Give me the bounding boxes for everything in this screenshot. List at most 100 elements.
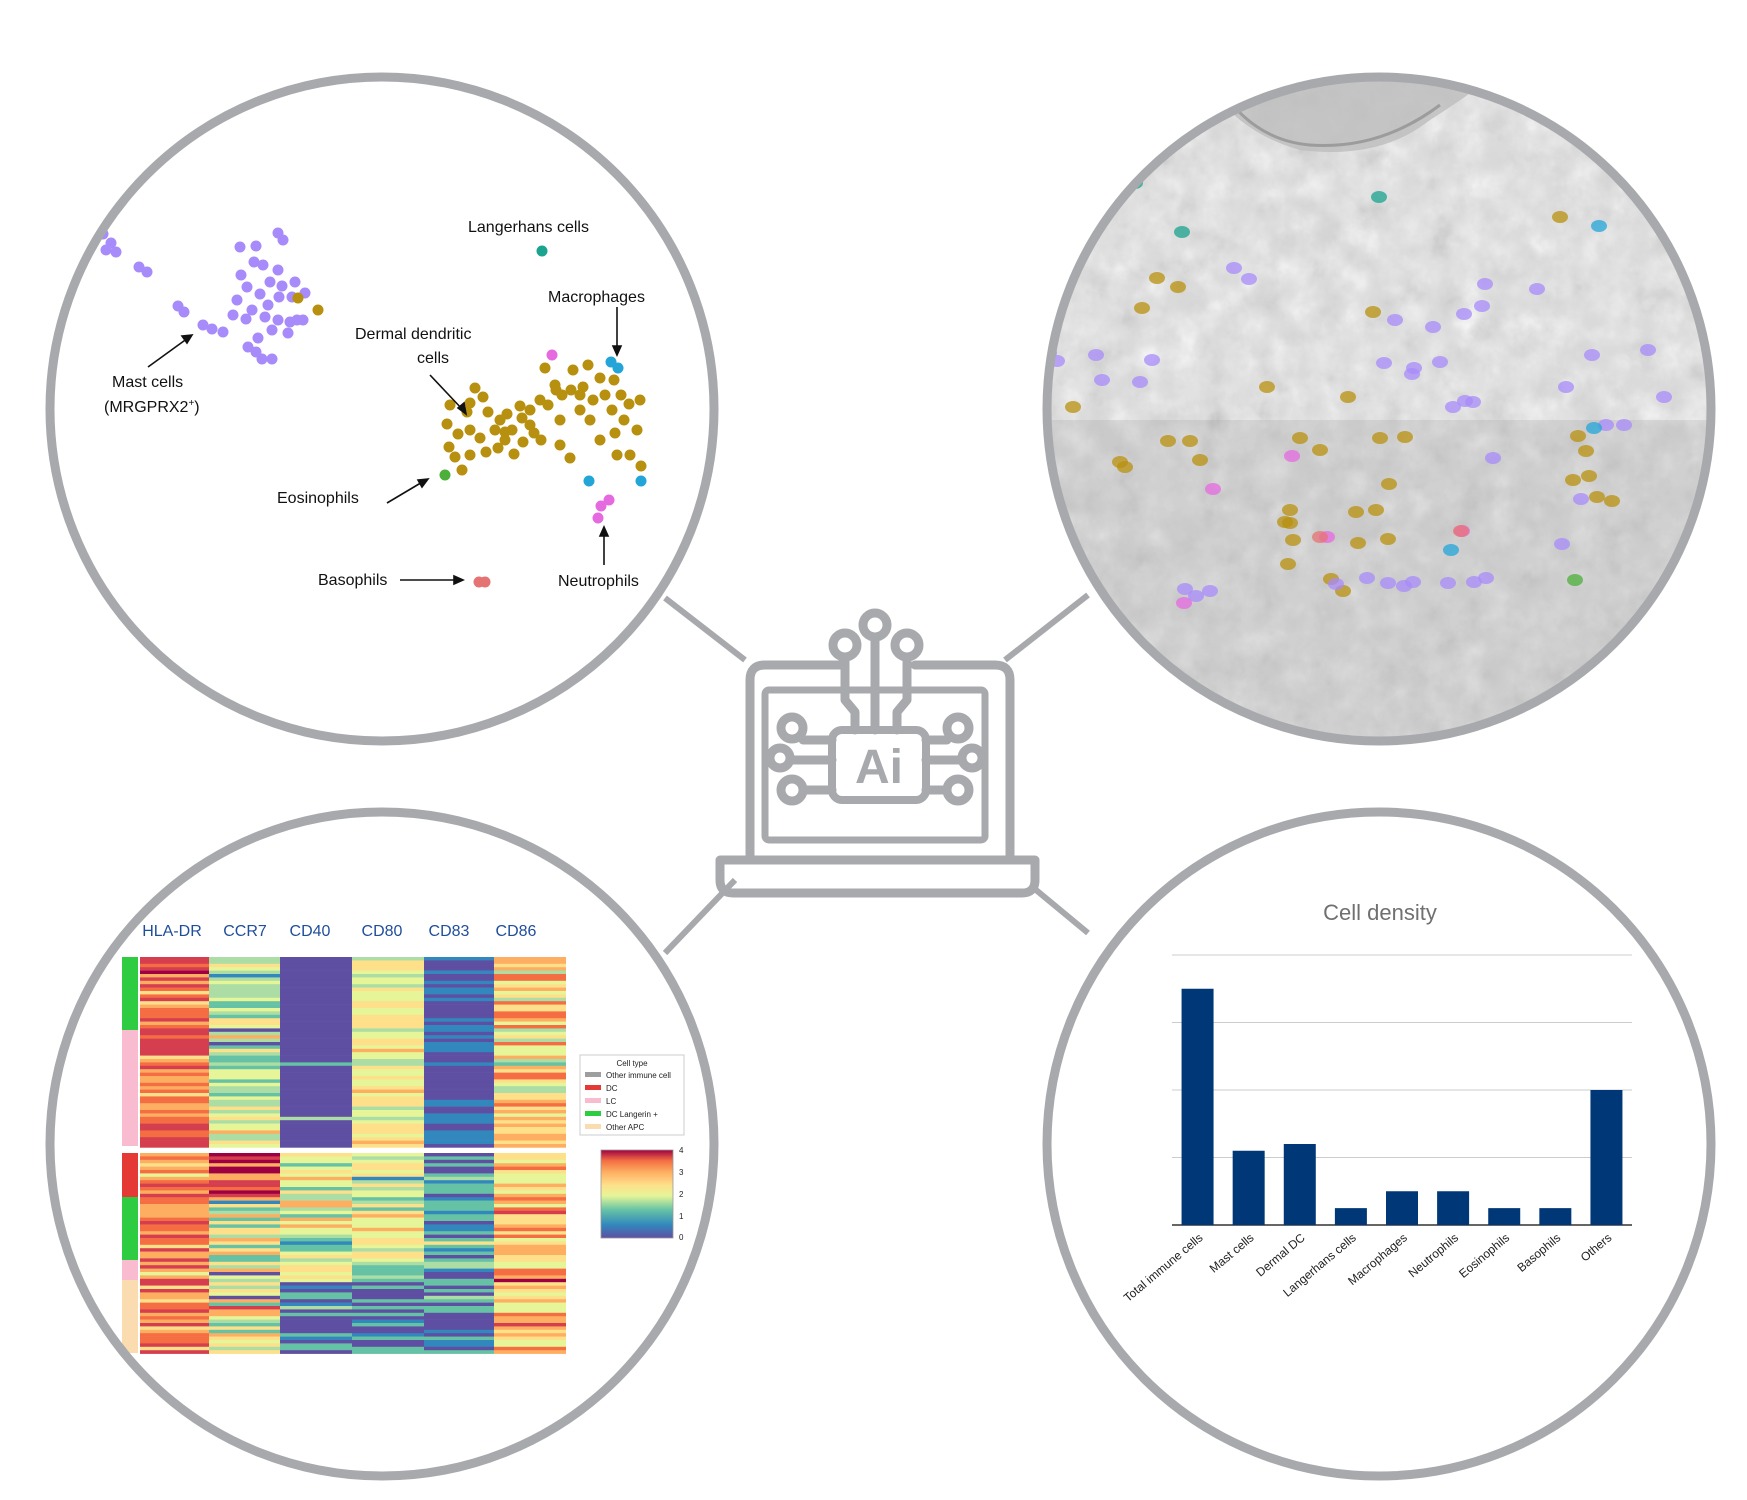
heatmap-cell bbox=[209, 1156, 280, 1161]
heatmap-cell bbox=[494, 1163, 566, 1167]
heatmap-cell bbox=[494, 1340, 566, 1344]
heatmap-cell bbox=[140, 987, 209, 992]
heatmap-cell bbox=[280, 1350, 352, 1354]
tissue-cell-dermal bbox=[1381, 478, 1397, 490]
heatmap-cell bbox=[209, 1316, 280, 1320]
tissue-cell-mast bbox=[1656, 391, 1672, 403]
heatmap-cell bbox=[280, 1340, 352, 1344]
heatmap-cell bbox=[140, 1326, 209, 1331]
dermal-dc-point bbox=[611, 449, 623, 461]
heatmap-cell bbox=[352, 1156, 424, 1161]
heatmap-cell bbox=[280, 1082, 352, 1087]
heatmap-cell bbox=[424, 1278, 494, 1283]
heatmap-cell bbox=[494, 991, 566, 995]
heatmap-cell bbox=[352, 1346, 424, 1351]
heatmap-cell bbox=[209, 1021, 280, 1026]
heatmap-cell bbox=[209, 1295, 280, 1300]
heatmap-cell bbox=[280, 1163, 352, 1167]
heatmap-cell bbox=[209, 1082, 280, 1087]
heatmap-cell bbox=[424, 1299, 494, 1303]
scatter-panel: Langerhans cells Macrophages Dermal dend… bbox=[45, 72, 719, 746]
dermal-dc-point bbox=[599, 389, 611, 401]
heatmap-cell bbox=[494, 1193, 566, 1198]
heatmap-cell bbox=[209, 1336, 280, 1341]
legend-swatch-other-apc bbox=[585, 1124, 601, 1129]
heatmap-cell bbox=[424, 1079, 494, 1084]
heatmap-cell bbox=[140, 984, 209, 988]
dermal-dc-point bbox=[489, 424, 501, 436]
mast-cell-point bbox=[235, 269, 247, 281]
heatmap-cell bbox=[209, 1312, 280, 1317]
heatmap-cell bbox=[140, 1011, 209, 1016]
heatmap-cell bbox=[494, 1299, 566, 1303]
heatmap-cell bbox=[140, 1244, 209, 1249]
heatmap-cell bbox=[280, 1014, 352, 1019]
heatmap-cell bbox=[352, 1120, 424, 1124]
heatmap-cell bbox=[140, 1200, 209, 1205]
heatmap-cell bbox=[209, 1153, 280, 1157]
heatmap-cell bbox=[140, 1079, 209, 1084]
heatmap-cell bbox=[280, 1116, 352, 1121]
arrow-macrophage-head bbox=[611, 345, 623, 357]
mast-cell-point bbox=[197, 319, 209, 331]
heatmap-cell bbox=[352, 1042, 424, 1046]
tissue-cell-mast bbox=[1477, 278, 1493, 290]
heatmap-cell bbox=[424, 1062, 494, 1067]
heatmap-cell bbox=[424, 974, 494, 978]
connectors bbox=[662, 592, 1090, 956]
heatmap-cell bbox=[140, 1299, 209, 1303]
heatmap-cell bbox=[209, 1238, 280, 1242]
heatmap-cell bbox=[352, 991, 424, 995]
heatmap-cell bbox=[140, 1193, 209, 1198]
heatmap-cell bbox=[140, 1120, 209, 1124]
mast-cell-point bbox=[266, 324, 278, 336]
langerhans-point bbox=[536, 245, 548, 257]
legend-swatch-dc-langerin bbox=[585, 1111, 601, 1116]
heatmap-cell bbox=[209, 1248, 280, 1252]
heatmap-cell bbox=[352, 1221, 424, 1225]
heatmap-cell bbox=[494, 1336, 566, 1341]
heatmap-cell bbox=[352, 1052, 424, 1056]
heatmap-cell bbox=[424, 1166, 494, 1171]
heatmap-cell bbox=[209, 1163, 280, 1167]
heatmap-cell bbox=[209, 1042, 280, 1046]
tissue-cell-dermal bbox=[1372, 432, 1388, 444]
mast-cell-point bbox=[284, 316, 296, 328]
heatmap-cell bbox=[424, 1248, 494, 1252]
heatmap-cell bbox=[140, 1350, 209, 1354]
heatmap-cell bbox=[494, 1099, 566, 1104]
heatmap-cell bbox=[140, 1127, 209, 1131]
heatmap-cell bbox=[280, 1302, 352, 1307]
heatmap-cell bbox=[209, 1346, 280, 1351]
label-dermal-dc-2: cells bbox=[417, 350, 449, 367]
heatmap-cell bbox=[209, 994, 280, 999]
heatmap-cell bbox=[140, 994, 209, 999]
dermal-dc-point bbox=[514, 400, 526, 412]
heatmap-cell bbox=[494, 1130, 566, 1135]
heatmap-cell bbox=[280, 1217, 352, 1222]
heatmap-cell bbox=[494, 1309, 566, 1314]
heatmap-cell bbox=[494, 1176, 566, 1181]
heatmap-cell bbox=[280, 1190, 352, 1195]
heatmap-cell bbox=[280, 1329, 352, 1334]
heatmap-cell bbox=[494, 1120, 566, 1124]
heatmap-cell bbox=[494, 1028, 566, 1033]
heatmap-cell bbox=[494, 1217, 566, 1222]
tissue-cell-macro bbox=[1586, 422, 1602, 434]
heatmap-cell bbox=[140, 1282, 209, 1286]
arrow-eosinophil bbox=[386, 480, 425, 504]
heatmap-cell bbox=[280, 1140, 352, 1145]
heatmap-cell bbox=[352, 1255, 424, 1259]
heatmap-cell bbox=[209, 1173, 280, 1178]
dermal-dc-point bbox=[469, 382, 481, 394]
heatmap-cell bbox=[140, 1221, 209, 1225]
heatmap-cell bbox=[352, 1272, 424, 1276]
heatmap-cell bbox=[424, 1176, 494, 1181]
heatmap-cell bbox=[280, 1176, 352, 1181]
heatmap-cell bbox=[140, 1163, 209, 1167]
tissue-cell-mast bbox=[1573, 493, 1589, 505]
tissue-cell-detections bbox=[1047, 177, 1672, 609]
bar-chart-panel: Cell density Total immune cells Mast cell… bbox=[1042, 807, 1716, 1481]
heatmap-cell bbox=[280, 1210, 352, 1215]
heatmap-cell bbox=[494, 1312, 566, 1317]
